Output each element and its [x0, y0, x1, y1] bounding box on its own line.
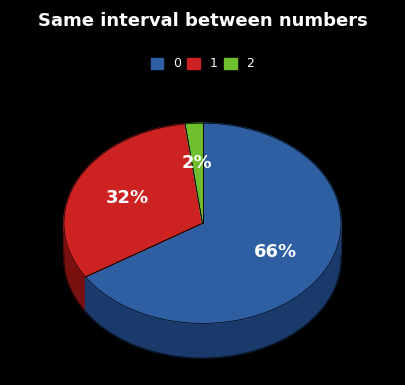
Polygon shape — [64, 219, 85, 311]
Polygon shape — [64, 124, 202, 277]
Text: 66%: 66% — [254, 243, 297, 261]
Text: 32%: 32% — [106, 189, 149, 207]
Text: 2%: 2% — [182, 154, 213, 172]
Legend: 0, 1, 2: 0, 1, 2 — [146, 52, 259, 75]
Polygon shape — [185, 123, 202, 223]
Polygon shape — [85, 123, 341, 323]
Polygon shape — [85, 223, 202, 311]
Text: Same interval between numbers: Same interval between numbers — [38, 12, 367, 30]
Polygon shape — [85, 221, 341, 358]
